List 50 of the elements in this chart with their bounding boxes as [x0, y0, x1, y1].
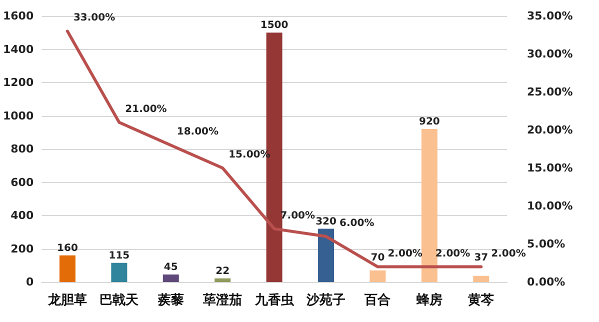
y-tick-label: 400	[10, 209, 34, 222]
y2-tick-label: 0.00%	[527, 276, 566, 288]
data-label: 920	[419, 116, 440, 128]
y2-tick-label: 35.00%	[527, 10, 573, 22]
x-tick-label: 百合	[364, 292, 391, 308]
y2-tick-label: 25.00%	[527, 86, 573, 98]
data-label: 22	[216, 266, 230, 277]
data-label: 160	[57, 242, 78, 254]
y-tick-label: 200	[10, 242, 34, 256]
data-label: 70	[370, 252, 385, 264]
y-tick-label: 1400	[2, 42, 34, 56]
bar	[59, 255, 76, 282]
data-label: 45	[164, 262, 178, 274]
bar	[111, 262, 128, 282]
x-tick-label: 沙苑子	[306, 292, 346, 308]
data-label: 2.00%	[491, 248, 526, 260]
bar	[214, 278, 231, 282]
x-tick-label: 荜澄茄	[202, 292, 242, 308]
y-tick-label: 800	[10, 142, 34, 156]
data-label: 18.00%	[176, 126, 219, 138]
y2-tick-label: 15.00%	[527, 162, 573, 174]
x-tick-label: 蒺藜	[156, 292, 184, 308]
y2-tick-label: 10.00%	[527, 200, 573, 212]
x-tick-label: 巴戟天	[100, 293, 140, 308]
x-tick-label: 黄芩	[467, 293, 494, 308]
bar	[421, 129, 438, 282]
data-label: 21.00%	[125, 104, 167, 115]
x-tick-label: 龙胆草	[46, 293, 87, 308]
bar	[370, 270, 386, 282]
data-label: 320	[316, 216, 336, 228]
y2-tick-label: 20.00%	[527, 124, 573, 136]
y2-tick-label: 5.00%	[527, 238, 566, 250]
bar	[473, 276, 490, 282]
y2-tick-label: 30.00%	[527, 48, 573, 60]
data-label: 37	[474, 252, 488, 264]
data-label: 115	[108, 250, 130, 262]
data-label: 2.00%	[388, 248, 422, 260]
y-tick-label: 1000	[2, 109, 34, 122]
data-label: 6.00%	[340, 218, 374, 229]
data-label: 1500	[260, 20, 288, 32]
y-tick-label: 1600	[2, 10, 34, 22]
x-tick-label: 蜂房	[415, 292, 442, 308]
x-tick-label: 九香虫	[254, 292, 295, 308]
bar	[162, 274, 179, 282]
data-label: 33.00%	[73, 12, 116, 24]
y-tick-label: 0	[26, 276, 34, 288]
bar	[318, 228, 334, 282]
data-label: 2.00%	[435, 248, 470, 260]
y-tick-label: 600	[10, 176, 34, 189]
y-tick-label: 1200	[2, 76, 34, 89]
